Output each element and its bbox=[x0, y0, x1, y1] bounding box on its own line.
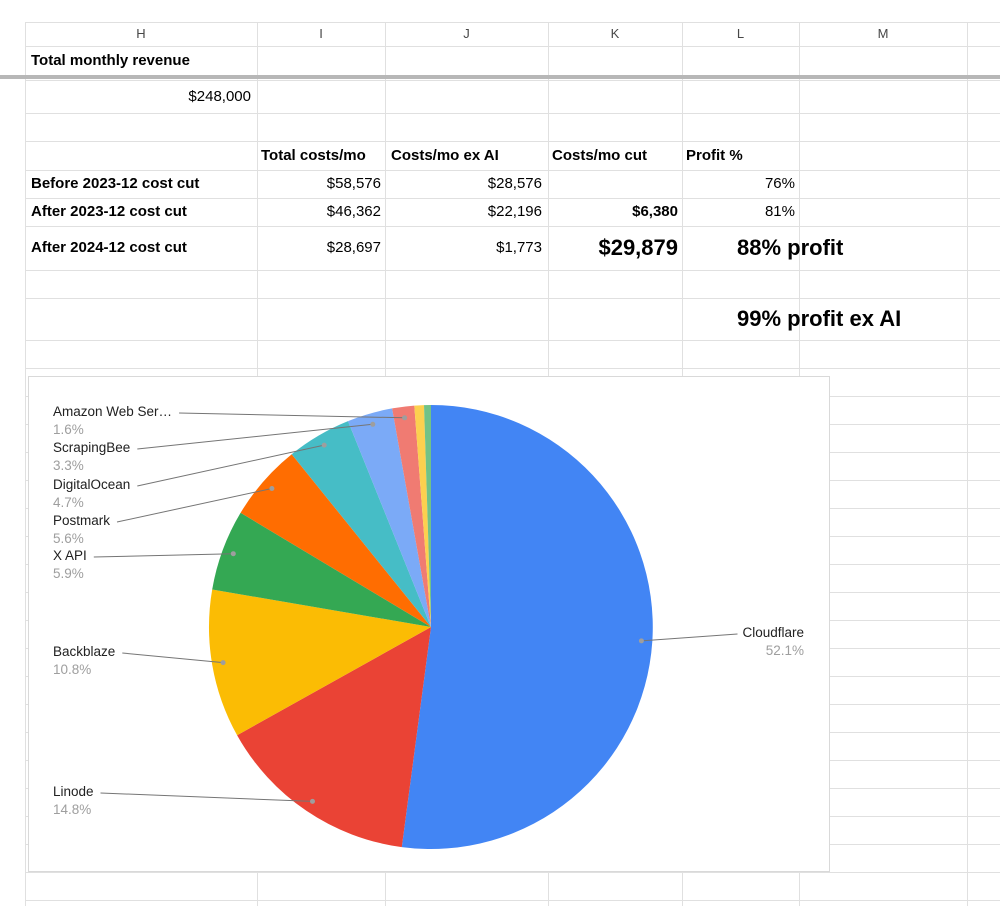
pie-label-pct: 14.8% bbox=[53, 802, 92, 817]
cell-header-costs-cut[interactable]: Costs/mo cut bbox=[552, 147, 648, 164]
pie-slice-postmark bbox=[240, 454, 431, 627]
cell-revenue-label[interactable]: Total monthly revenue bbox=[31, 52, 190, 69]
pie-leader-line bbox=[137, 444, 325, 487]
column-header-j[interactable]: J bbox=[463, 26, 470, 41]
pie-label-pct: 5.9% bbox=[53, 566, 84, 581]
cell-row3-label[interactable]: After 2024-12 cost cut bbox=[31, 239, 187, 256]
cell-profit-ex-ai-note[interactable]: 99% profit ex AI bbox=[737, 306, 902, 331]
column-header-partial[interactable] bbox=[967, 22, 1000, 46]
cell-row1-profit[interactable]: 76% bbox=[764, 175, 795, 192]
pie-chart[interactable]: Cloudflare 52.1% Linode 14.8% Backblaze … bbox=[28, 376, 830, 872]
cell-header-costs-ex-ai[interactable]: Costs/mo ex AI bbox=[391, 147, 499, 164]
pie-label-name: Amazon Web Ser… bbox=[53, 404, 173, 419]
pie-anchor-dot bbox=[370, 421, 376, 427]
pie-label-pct: 4.7% bbox=[53, 495, 84, 510]
frozen-row-divider bbox=[0, 75, 1000, 79]
cell-row3-ex-ai[interactable]: $1,773 bbox=[496, 239, 542, 256]
pie-label-pct: 1.6% bbox=[53, 422, 84, 437]
cell-row2-label[interactable]: After 2023-12 cost cut bbox=[31, 203, 187, 220]
pie-label-cloudflare: Cloudflare 52.1% bbox=[742, 624, 804, 660]
pie-label-name: ScrapingBee bbox=[53, 440, 131, 455]
cell-row1-ex-ai[interactable]: $28,576 bbox=[487, 175, 542, 192]
column-header-i[interactable]: I bbox=[319, 26, 323, 41]
pie-label-name: Postmark bbox=[53, 513, 111, 528]
pie-label-name: DigitalOcean bbox=[53, 477, 131, 492]
pie-anchor-dot bbox=[310, 798, 315, 804]
pie-anchor-dot bbox=[269, 486, 275, 491]
pie-anchor-dot bbox=[220, 660, 226, 666]
column-header-m[interactable]: M bbox=[877, 26, 889, 41]
pie-label-name: Backblaze bbox=[53, 644, 116, 659]
pie-leader-line bbox=[137, 423, 373, 450]
pie-anchor-dot bbox=[321, 442, 327, 448]
cell-row2-total[interactable]: $46,362 bbox=[326, 203, 381, 220]
pie-svg bbox=[93, 404, 738, 849]
pie-slice-scrapingbee bbox=[348, 408, 431, 627]
pie-leader-line bbox=[122, 652, 224, 664]
column-header-l[interactable]: L bbox=[736, 26, 745, 41]
cell-row1-total[interactable]: $58,576 bbox=[326, 175, 381, 192]
pie-label-postmark: Postmark 5.6% bbox=[53, 512, 110, 548]
cell-revenue-value[interactable]: $248,000 bbox=[188, 88, 251, 105]
cell-header-total-costs[interactable]: Total costs/mo bbox=[261, 147, 366, 164]
pie-leader-line bbox=[100, 792, 313, 802]
pie-label-pct: 52.1% bbox=[765, 643, 804, 658]
cell-row2-profit[interactable]: 81% bbox=[764, 203, 795, 220]
pie-label-name: X API bbox=[53, 548, 87, 563]
pie-slice-cloudflare bbox=[401, 405, 653, 849]
pie-slice-digitalocean bbox=[291, 421, 431, 627]
cell-row2-cut[interactable]: $6,380 bbox=[632, 203, 678, 220]
pie-leader-line bbox=[179, 412, 405, 419]
pie-slice-x-api bbox=[212, 512, 431, 627]
pie-label-pct: 10.8% bbox=[53, 662, 92, 677]
pie-label-backblaze: Backblaze 10.8% bbox=[53, 643, 115, 679]
pie-label-linode: Linode 14.8% bbox=[53, 783, 94, 819]
pie-anchor-dot bbox=[230, 551, 236, 557]
cell-row3-cut[interactable]: $29,879 bbox=[598, 235, 678, 260]
column-header-k[interactable]: K bbox=[610, 26, 620, 41]
pie-slice-linode bbox=[237, 627, 431, 848]
pie-slice-amazon-web-ser- bbox=[392, 405, 431, 627]
pie-anchor-dot bbox=[402, 415, 408, 421]
pie-leader-line bbox=[641, 633, 738, 642]
pie-label-x-api: X API 5.9% bbox=[53, 547, 87, 583]
pie-leader-line bbox=[93, 553, 234, 558]
cell-row3-profit[interactable]: 88% profit bbox=[737, 235, 844, 260]
column-header-h[interactable]: H bbox=[136, 26, 146, 41]
pie-slice-other bbox=[414, 405, 431, 627]
pie-slice-backblaze bbox=[208, 589, 431, 736]
cell-row2-ex-ai[interactable]: $22,196 bbox=[487, 203, 542, 220]
pie-label-name: Linode bbox=[53, 784, 94, 799]
pie-anchor-dot bbox=[638, 638, 644, 644]
pie-leader-line bbox=[116, 488, 273, 523]
cell-row1-label[interactable]: Before 2023-12 cost cut bbox=[31, 175, 200, 192]
pie-label-pct: 5.6% bbox=[53, 531, 84, 546]
cell-row3-total[interactable]: $28,697 bbox=[326, 239, 381, 256]
pie-slice-other bbox=[424, 404, 431, 627]
cell-header-profit-pct[interactable]: Profit % bbox=[686, 147, 743, 164]
pie-label-name: Cloudflare bbox=[742, 625, 804, 640]
pie-label-pct: 3.3% bbox=[53, 458, 84, 473]
pie-label-amazon-web-services: Amazon Web Ser… 1.6% bbox=[53, 403, 172, 439]
pie-label-scrapingbee: ScrapingBee 3.3% bbox=[53, 439, 130, 475]
pie-label-digitalocean: DigitalOcean 4.7% bbox=[53, 476, 130, 512]
